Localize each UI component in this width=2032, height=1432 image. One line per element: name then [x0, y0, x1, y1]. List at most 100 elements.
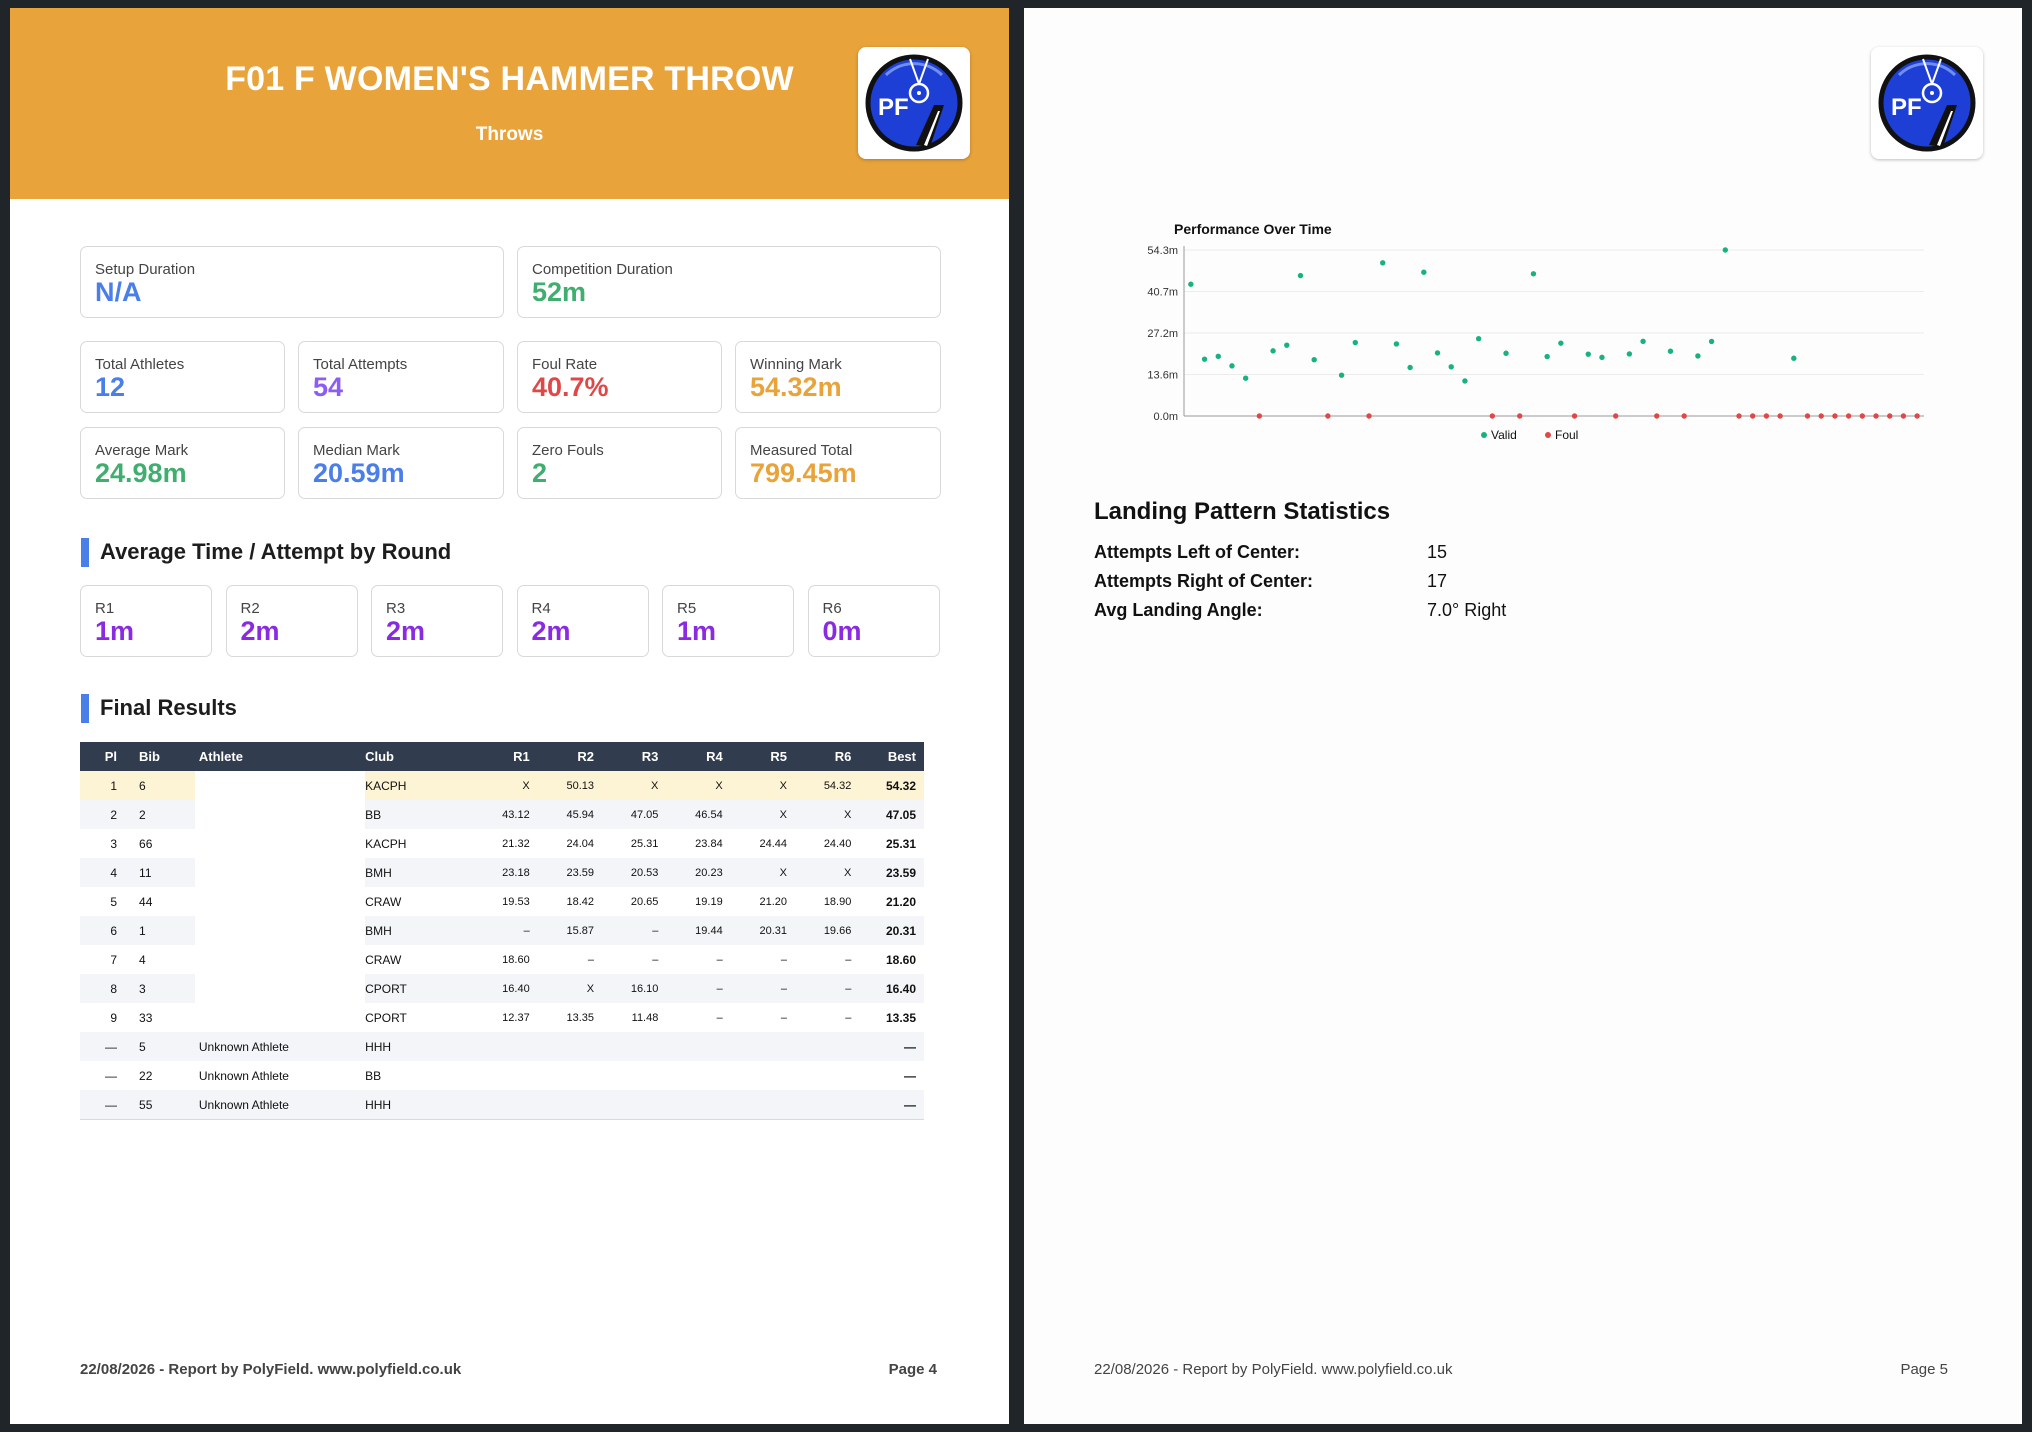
table-cell: 23.84 — [695, 837, 723, 850]
table-cell: X — [471, 771, 536, 800]
landing-stat-value: 7.0° Right — [1427, 600, 1507, 620]
stat-label: Median Mark — [313, 442, 400, 459]
foul-point — [1859, 413, 1866, 419]
valid-point — [1407, 364, 1413, 371]
valid-point — [1462, 378, 1468, 384]
stat-card: Total Athletes 12 — [80, 341, 285, 413]
foul-point — [1654, 413, 1660, 419]
foul-point — [1900, 413, 1907, 419]
table-cell — [194, 858, 366, 887]
table-cell — [600, 1061, 664, 1090]
table-cell: X — [535, 974, 601, 1003]
table-cell: Unknown Athlete — [198, 1068, 289, 1083]
column-header: R3 — [600, 742, 665, 771]
event-title: F01 F WOMEN'S HAMMER THROW — [225, 60, 794, 98]
table-cell — [664, 1061, 728, 1090]
page-number: Page 5 — [1900, 1361, 1948, 1378]
round-card: R1 1m — [80, 585, 212, 657]
table-cell: 6 — [80, 916, 122, 945]
page-number: Page 4 — [888, 1361, 937, 1378]
table-cell: — — [105, 1068, 118, 1083]
polyfield-logo: PF — [858, 47, 970, 159]
table-cell: 21.32 — [502, 837, 530, 850]
table-cell — [194, 887, 366, 916]
landing-stat-label: Attempts Right of Center: — [1094, 571, 1313, 591]
round-card: R5 1m — [662, 585, 794, 657]
table-cell: KACPH — [365, 836, 407, 851]
table-cell: – — [780, 1011, 788, 1024]
table-cell: 47.05 — [857, 800, 924, 829]
table-cell: 24.04 — [566, 837, 595, 850]
table-cell — [600, 1090, 665, 1120]
table-cell: 54.32 — [857, 771, 924, 800]
event-header: F01 F WOMEN'S HAMMER THROW Throws — [10, 8, 1009, 199]
stat-label: Measured Total — [750, 442, 853, 459]
table-cell: — — [904, 1068, 916, 1083]
landing-stat-value: 15 — [1427, 542, 1448, 562]
table-cell: 1 — [80, 771, 122, 800]
table-cell: 19.53 — [502, 895, 530, 908]
round-label: R5 — [677, 600, 697, 617]
footer-left: 22/08/2026 - Report by PolyField. www.po… — [1094, 1361, 1453, 1378]
foul-point — [1366, 413, 1372, 419]
valid-point — [1434, 350, 1441, 356]
stat-label: Total Attempts — [313, 356, 408, 373]
round-label: R3 — [386, 600, 406, 617]
foul-point — [1517, 413, 1523, 419]
table-cell: – — [471, 916, 536, 945]
valid-point — [1201, 356, 1208, 362]
table-row: —5 Unknown Athlete HHH — — [80, 1032, 924, 1061]
table-cell: 20.31 — [857, 916, 924, 945]
stat-value: 2 — [532, 458, 548, 488]
column-header: R5 — [728, 742, 794, 771]
table-cell: 55 — [121, 1090, 195, 1120]
valid-point — [1708, 338, 1715, 345]
table-cell: 20.31 — [728, 916, 794, 945]
stat-value: 20.59m — [313, 458, 405, 488]
stat-card: Total Attempts 54 — [298, 341, 504, 413]
table-cell: – — [728, 974, 794, 1003]
foul-point — [1818, 413, 1824, 419]
stat-label: Winning Mark — [750, 356, 842, 373]
round-value: 1m — [95, 616, 135, 646]
event-subtitle: Throws — [475, 124, 544, 145]
column-header: R1 — [471, 742, 536, 771]
round-time-heading: Average Time / Attempt by Round — [100, 539, 452, 564]
valid-point — [1558, 340, 1564, 346]
foul-point — [1571, 413, 1578, 419]
stat-card: Measured Total 799.45m — [735, 427, 941, 499]
table-cell: 16.10 — [600, 974, 665, 1003]
table-cell: 13.35 — [885, 1010, 916, 1025]
foul-point — [1804, 413, 1811, 419]
table-cell: HHH — [365, 1090, 472, 1120]
stat-label: Total Athletes — [95, 356, 185, 373]
round-label: R6 — [822, 600, 842, 617]
table-cell: 47.05 — [600, 800, 665, 829]
valid-point — [1722, 247, 1728, 253]
table-cell: 20.23 — [664, 858, 729, 887]
table-cell: 20.53 — [600, 858, 665, 887]
stat-card: Setup Duration N/A — [80, 246, 504, 318]
table-cell: 18.60 — [502, 953, 530, 966]
valid-point — [1229, 363, 1235, 369]
legend-marker — [1481, 432, 1487, 438]
valid-point — [1503, 350, 1509, 356]
table-cell: – — [652, 953, 659, 966]
stat-card: Median Mark 20.59m — [298, 427, 504, 499]
legend-label: Foul — [1555, 428, 1578, 442]
table-cell: 18.90 — [823, 895, 852, 908]
column-header: Bib — [121, 742, 195, 771]
valid-point — [1270, 348, 1276, 354]
y-tick-label: 0.0m — [1154, 411, 1178, 423]
foul-point — [1750, 413, 1756, 419]
legend-label: Valid — [1491, 428, 1517, 442]
y-tick-label: 40.7m — [1147, 287, 1178, 299]
table-cell — [471, 1061, 535, 1090]
column-header: R2 — [535, 742, 601, 771]
round-card: R3 2m — [371, 585, 503, 657]
valid-point — [1297, 272, 1304, 279]
table-cell: 23.59 — [535, 858, 601, 887]
landing-stat-label: Attempts Left of Center: — [1094, 542, 1300, 562]
table-cell: X — [600, 771, 665, 800]
valid-point — [1421, 269, 1427, 275]
